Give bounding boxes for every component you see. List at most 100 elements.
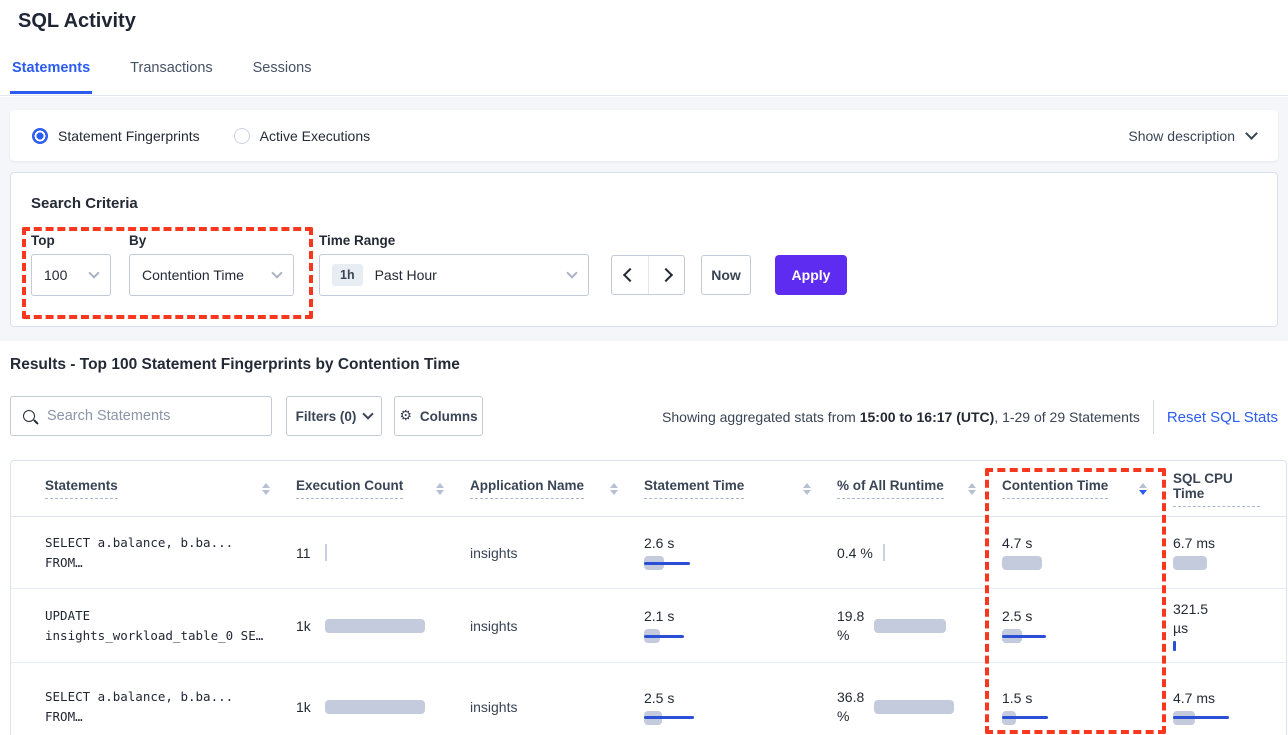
metric-tiny-bar	[324, 544, 327, 561]
metric-bar-total	[1002, 556, 1042, 570]
results-title: Results - Top 100 Statement Fingerprints…	[10, 356, 460, 373]
metric-bar	[644, 710, 694, 725]
sort-down-arrow	[803, 489, 811, 495]
show-description-label: Show description	[1128, 127, 1235, 144]
column-header-contention-time[interactable]: Contention Time	[1002, 478, 1173, 499]
column-header-label: Statements	[45, 478, 118, 499]
apply-button[interactable]: Apply	[775, 255, 847, 295]
radio-option-active-executions[interactable]: Active Executions	[233, 127, 371, 144]
application-name-cell: insights	[470, 617, 518, 634]
radio-option-statement-fingerprints[interactable]: Statement Fingerprints	[32, 127, 200, 144]
previous-time-button[interactable]	[612, 256, 649, 294]
table-body: SELECT a.balance, b.ba... FROM… 11 insights…	[11, 517, 1286, 735]
metric-bar-total	[324, 618, 425, 633]
next-time-button[interactable]	[649, 256, 685, 294]
sort-icon[interactable]	[436, 482, 444, 495]
sort-icon[interactable]	[262, 482, 270, 495]
search-statements-input[interactable]	[45, 407, 249, 425]
sort-down-arrow	[1139, 489, 1147, 495]
time-step-buttons	[611, 255, 685, 295]
columns-button[interactable]: ⚙ Columns	[394, 396, 483, 436]
column-header-sql-cpu-time[interactable]: SQL CPU Time	[1173, 471, 1286, 507]
statement-fingerprint-link[interactable]: UPDATE insights_workload_table_0 SE…	[45, 607, 264, 643]
sql-cpu-time-cell: 4.7 ms	[1173, 690, 1286, 725]
column-header-label: Execution Count	[296, 478, 404, 499]
statement-time-cell: 2.1 s	[644, 608, 837, 643]
top-select[interactable]: 100	[31, 254, 111, 296]
sort-icon[interactable]	[610, 482, 618, 495]
chevron-right-icon	[659, 267, 674, 283]
metric-value: 1k	[296, 617, 311, 634]
column-header-label: Application Name	[470, 478, 585, 499]
show-description-toggle[interactable]: Show description	[1128, 127, 1258, 144]
time-range-value: Past Hour	[374, 267, 437, 283]
sort-down-arrow	[436, 489, 444, 495]
execution-count-cell: 1k	[296, 699, 470, 715]
stats-line: Showing aggregated stats from 15:00 to 1…	[662, 400, 1278, 434]
execution-count-cell: 1k	[296, 618, 470, 634]
search-icon	[23, 410, 35, 422]
metric-bar-total	[1173, 556, 1207, 570]
contention-time-cell: 2.5 s	[1002, 608, 1173, 643]
column-header-statements[interactable]: Statements	[45, 478, 296, 499]
time-range-label: Time Range	[319, 233, 396, 248]
tab-divider	[0, 95, 1288, 96]
statement-fingerprint-link[interactable]: SELECT a.balance, b.ba... FROM…	[45, 534, 234, 570]
sql-cpu-time-cell: 321.5 µs	[1173, 600, 1286, 651]
tab-statements[interactable]: Statements	[10, 60, 93, 94]
metric-value: 19.8%	[837, 607, 865, 643]
metric-value: 2.5 s	[644, 689, 675, 706]
sql-cpu-time-cell: 6.7 ms	[1173, 535, 1286, 570]
metric-bar-total	[324, 700, 425, 714]
table-row[interactable]: SELECT a.balance, b.ba... FROM… 1k insights…	[11, 663, 1286, 735]
metric-value: 1k	[296, 699, 311, 715]
metric-value: 4.7 s	[1002, 535, 1033, 551]
aggregated-stats-text: Showing aggregated stats from 15:00 to 1…	[662, 409, 1140, 425]
metric-bar	[644, 629, 684, 643]
chevron-left-icon	[622, 267, 637, 283]
sort-icon[interactable]	[1139, 482, 1147, 495]
metric-value: 0.4 %	[837, 544, 873, 561]
statement-fingerprint-link[interactable]: SELECT a.balance, b.ba... FROM…	[45, 689, 234, 724]
by-select-value: Contention Time	[142, 267, 244, 283]
metric-tiny-bar	[1173, 641, 1176, 651]
chevron-down-icon	[566, 267, 578, 279]
column-header-label: % of All Runtime	[837, 478, 944, 499]
now-button[interactable]: Now	[701, 255, 751, 295]
table-header-row: Statements Execution Count Application Nam…	[11, 461, 1286, 517]
sort-icon[interactable]	[968, 482, 976, 495]
by-label: By	[129, 233, 147, 248]
metric-bar-total	[874, 618, 947, 633]
tab-sessions[interactable]: Sessions	[252, 60, 312, 76]
metric-value: 36.8%	[837, 689, 865, 724]
metric-value: 1.5 s	[1002, 689, 1033, 706]
contention-time-cell: 1.5 s	[1002, 690, 1173, 725]
column-header-execution-count[interactable]: Execution Count	[296, 478, 470, 499]
metric-bar-total	[874, 700, 955, 714]
metric-value: 2.5 s	[1002, 608, 1033, 624]
chevron-down-icon	[88, 267, 100, 279]
tab-transactions[interactable]: Transactions	[130, 60, 213, 76]
column-header-application-name[interactable]: Application Name	[470, 478, 644, 499]
table-row[interactable]: SELECT a.balance, b.ba... FROM… 11 insights…	[11, 517, 1286, 589]
column-header-statement-time[interactable]: Statement Time	[644, 478, 837, 499]
chevron-down-icon	[362, 408, 375, 420]
execution-count-cell: 11	[296, 544, 470, 561]
radio-group: Statement Fingerprints Active Executions	[32, 127, 404, 144]
filters-button[interactable]: Filters (0)	[286, 396, 382, 436]
radio-label: Active Executions	[259, 127, 371, 144]
top-select-value: 100	[44, 267, 68, 283]
sort-down-arrow	[610, 489, 618, 495]
column-header--of-all-runtime[interactable]: % of All Runtime	[837, 478, 1002, 499]
table-row[interactable]: UPDATE insights_workload_table_0 SE… 1k ins…	[11, 589, 1286, 663]
metric-bar-mean	[644, 716, 694, 719]
metric-bar-mean	[1173, 716, 1229, 719]
sort-icon[interactable]	[803, 482, 811, 495]
time-range-select[interactable]: 1h Past Hour	[319, 254, 589, 296]
reset-sql-stats-link[interactable]: Reset SQL Stats	[1166, 408, 1278, 426]
application-name-cell: insights	[470, 544, 518, 561]
pct-runtime-cell: 0.4 %	[837, 544, 1002, 561]
by-select[interactable]: Contention Time	[129, 254, 294, 296]
metric-bar	[1173, 556, 1207, 570]
